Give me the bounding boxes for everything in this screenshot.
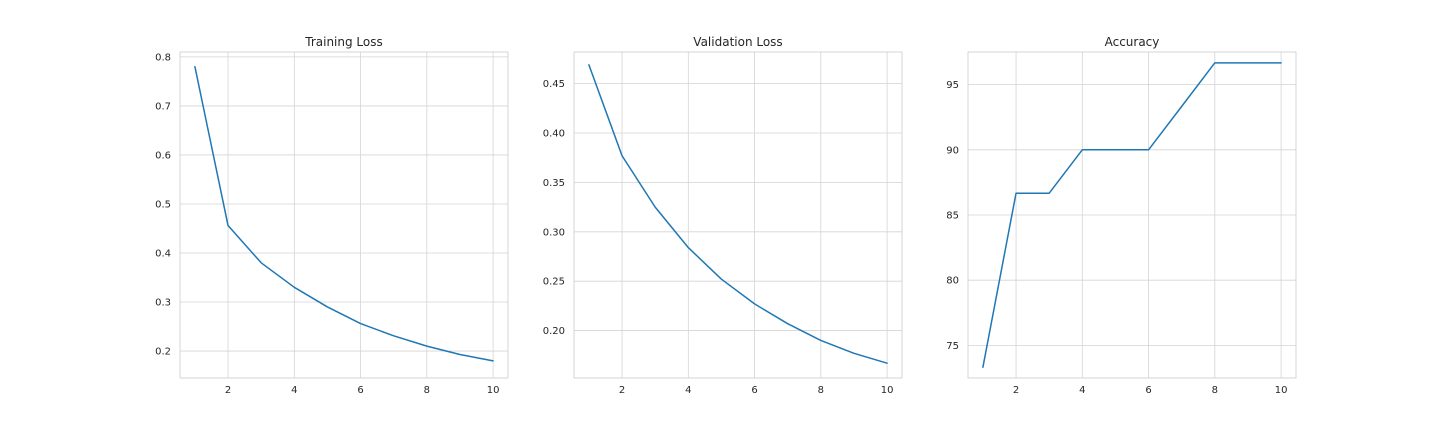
y-tick-label: 0.35 xyxy=(543,178,565,189)
y-tick-label: 0.4 xyxy=(155,248,171,259)
y-tick-label: 0.30 xyxy=(543,227,565,238)
x-tick-label: 4 xyxy=(685,385,691,396)
y-tick-label: 80 xyxy=(946,276,959,287)
y-tick-label: 0.8 xyxy=(155,52,171,63)
series-line xyxy=(982,62,1282,368)
x-tick-label: 10 xyxy=(487,385,500,396)
x-tick-label: 2 xyxy=(619,385,625,396)
y-tick-label: 0.25 xyxy=(543,277,565,288)
plot-frame xyxy=(967,51,1297,379)
chart-title: Validation Loss xyxy=(693,35,782,49)
x-tick-label: 8 xyxy=(818,385,824,396)
chart-title: Training Loss xyxy=(304,35,382,49)
x-tick-label: 4 xyxy=(291,385,297,396)
x-tick-label: 8 xyxy=(1212,385,1218,396)
x-tick-label: 2 xyxy=(1013,385,1019,396)
subplot-training-loss: Training Loss 2 4 6 8 10 0.2 0.3 0.4 0.5 0.6 0.7 0.… xyxy=(155,35,509,396)
y-tick-label: 0.5 xyxy=(155,199,171,210)
y-tick-label: 0.40 xyxy=(543,129,565,140)
x-tick-label: 10 xyxy=(1275,385,1288,396)
y-tick-label: 0.6 xyxy=(155,150,171,161)
x-tick-label: 6 xyxy=(357,385,363,396)
series-line xyxy=(588,64,888,364)
x-tick-label: 2 xyxy=(225,385,231,396)
plot-frame xyxy=(573,51,903,379)
y-tick-label: 95 xyxy=(946,80,959,91)
series-line xyxy=(194,65,494,362)
y-tick-label: 90 xyxy=(946,145,959,156)
subplot-validation-loss: Validation Loss 2 4 6 8 10 0.20 0.25 0.30 0.35 0.… xyxy=(543,35,903,396)
y-tick-label: 85 xyxy=(946,211,959,222)
x-tick-label: 4 xyxy=(1079,385,1085,396)
x-tick-label: 6 xyxy=(751,385,757,396)
y-tick-label: 0.3 xyxy=(155,298,171,309)
x-tick-label: 10 xyxy=(881,385,894,396)
subplot-accuracy: Accuracy 2 4 6 8 10 75 80 85 90 95 xyxy=(946,35,1297,396)
y-tick-label: 0.45 xyxy=(543,79,565,90)
plot-frame xyxy=(179,51,509,379)
x-tick-label: 8 xyxy=(424,385,430,396)
y-tick-label: 0.20 xyxy=(543,326,565,337)
y-tick-label: 0.7 xyxy=(155,101,171,112)
y-tick-label: 0.2 xyxy=(155,347,171,358)
x-tick-label: 6 xyxy=(1145,385,1151,396)
y-tick-label: 75 xyxy=(946,341,959,352)
chart-title: Accuracy xyxy=(1105,35,1160,49)
